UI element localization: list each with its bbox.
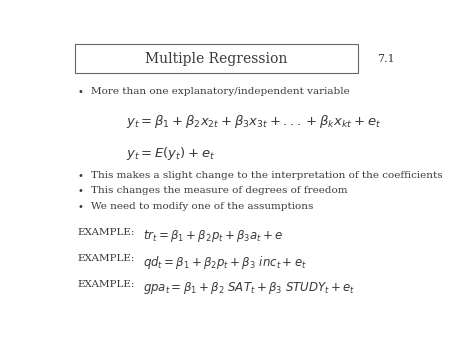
Text: $tr_t = \beta_1 + \beta_2 p_t + \beta_3 a_t + e$: $tr_t = \beta_1 + \beta_2 p_t + \beta_3 … [144,228,284,244]
Text: More than one explanatory/independent variable: More than one explanatory/independent va… [91,88,350,96]
Text: •: • [77,171,83,181]
Text: This makes a slight change to the interpretation of the coefficients: This makes a slight change to the interp… [91,171,443,180]
FancyBboxPatch shape [76,45,358,73]
Text: •: • [77,88,83,97]
Text: $y_t = E(y_t) + e_t$: $y_t = E(y_t) + e_t$ [126,145,215,162]
Text: This changes the measure of degrees of freedom: This changes the measure of degrees of f… [91,186,347,195]
Text: We need to modify one of the assumptions: We need to modify one of the assumptions [91,202,314,211]
Text: $y_t = \beta_1 + \beta_2 x_{2t} + \beta_3 x_{3t} + ...+ \beta_k x_{kt} + e_t$: $y_t = \beta_1 + \beta_2 x_{2t} + \beta_… [126,114,381,130]
Text: EXAMPLE:: EXAMPLE: [77,228,135,237]
Text: •: • [77,202,83,212]
Text: $qd_t = \beta_1 + \beta_2 p_t + \beta_3\ inc_t + e_t$: $qd_t = \beta_1 + \beta_2 p_t + \beta_3\… [144,254,307,271]
Text: •: • [77,186,83,196]
Text: Multiple Regression: Multiple Regression [145,52,288,66]
Text: $gpa_t = \beta_1 + \beta_2\ SAT_t + \beta_3\ STUDY_t + e_t$: $gpa_t = \beta_1 + \beta_2\ SAT_t + \bet… [144,280,356,296]
Text: EXAMPLE:: EXAMPLE: [77,254,135,263]
Text: EXAMPLE:: EXAMPLE: [77,280,135,289]
Text: 7.1: 7.1 [377,54,395,64]
